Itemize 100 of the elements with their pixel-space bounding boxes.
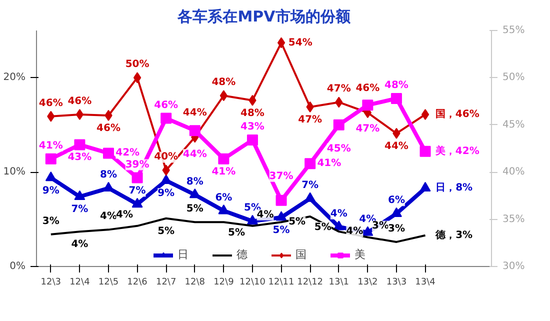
data-label: 3% (388, 223, 405, 234)
x-tick-label: 12\3 (40, 278, 62, 288)
data-label: 46% (38, 98, 63, 109)
point (218, 204, 230, 214)
point (420, 182, 431, 192)
point (45, 171, 56, 182)
data-label: 4% (100, 211, 117, 222)
data-label: 4% (330, 208, 348, 220)
data-label: 48% (212, 77, 236, 88)
x-tick-label: 12\9 (214, 278, 234, 288)
y2-tick-label: 30% (502, 261, 525, 272)
point (421, 109, 430, 120)
data-label: 5% (314, 222, 332, 233)
x-tick-label: 13\3 (386, 278, 407, 288)
data-label: 7% (128, 186, 146, 197)
data-label: 9% (158, 188, 175, 200)
data-label: 44% (182, 108, 207, 119)
x-tick-label: 13\1 (328, 278, 349, 288)
data-label: 7% (302, 180, 319, 192)
data-label: 43% (240, 122, 264, 133)
y-tick-label: 20% (3, 72, 26, 84)
data-label: 5% (158, 226, 175, 237)
x-tick-label: 12\8 (184, 278, 206, 288)
data-label: 美，42% (434, 144, 480, 157)
x-tick-label: 12\4 (70, 278, 90, 288)
data-label: 3% (372, 220, 389, 232)
x-tick-label: 12\12 (297, 278, 324, 288)
y2-tick-label: 45% (502, 119, 525, 130)
data-label: 8% (186, 176, 204, 188)
data-label: 45% (326, 143, 351, 154)
data-label: 6% (215, 192, 232, 204)
point (333, 119, 344, 130)
data-label: 9% (42, 185, 60, 196)
point (246, 214, 258, 225)
data-label: 德，3% (434, 228, 473, 241)
point (246, 134, 258, 146)
data-label: 40% (154, 152, 178, 163)
data-label: 5% (186, 204, 204, 215)
point (362, 100, 374, 111)
point (45, 153, 56, 164)
data-label: 46% (68, 96, 92, 108)
point (277, 37, 286, 48)
data-label: 41% (212, 166, 236, 178)
data-label: 4% (116, 209, 133, 220)
legend-label: 日 (178, 247, 190, 262)
x-tick-label: 12\11 (268, 278, 294, 288)
x-tick-label: 13\4 (415, 278, 436, 288)
legend-label: 国 (296, 247, 308, 262)
y2-tick-label: 55% (502, 25, 525, 36)
data-label: 4% (346, 226, 364, 238)
point (189, 188, 200, 198)
point (362, 226, 374, 236)
point (160, 112, 172, 124)
point (133, 72, 142, 84)
legend-label: 美 (354, 247, 366, 262)
data-label: 4% (256, 209, 274, 220)
legend-label: 德 (236, 247, 248, 262)
data-label: 日，8% (436, 182, 473, 194)
chart-title: 各车系在MPV市场的份额 (176, 8, 352, 26)
data-label: 国，46% (435, 109, 480, 120)
data-label: 46% (356, 83, 380, 94)
x-tick-label: 12\10 (240, 278, 266, 288)
y2-tick-label: 40% (502, 166, 525, 178)
data-label: 44% (182, 149, 207, 160)
point (420, 146, 431, 157)
x-tick-label: 13\2 (358, 278, 378, 288)
data-label: 43% (68, 152, 92, 164)
data-label: 54% (288, 37, 312, 48)
data-label: 6% (388, 195, 405, 206)
data-label: 44% (384, 140, 408, 152)
data-label: 4% (71, 239, 88, 250)
data-label: 5% (288, 216, 306, 228)
data-label: 48% (240, 108, 264, 119)
point (304, 192, 316, 202)
data-label: 7% (71, 204, 88, 216)
data-label: 47% (298, 114, 322, 126)
point (74, 139, 86, 150)
data-label: 47% (356, 124, 380, 135)
point (102, 148, 114, 159)
data-label: 46% (154, 100, 178, 111)
data-label: 48% (384, 80, 408, 91)
data-label: 47% (326, 84, 351, 95)
point (132, 198, 143, 208)
point (304, 158, 316, 170)
data-label: 8% (100, 170, 117, 181)
point (276, 211, 287, 221)
data-label: 42% (116, 148, 140, 159)
x-tick-label: 12\5 (98, 278, 119, 288)
y-tick-label: 10% (3, 166, 26, 178)
data-label: 37% (269, 170, 294, 182)
point (74, 190, 86, 200)
point (390, 92, 402, 104)
point (189, 125, 200, 136)
point (218, 153, 230, 164)
point (76, 109, 84, 120)
y2-tick-label: 35% (502, 214, 525, 225)
data-label: 39% (125, 159, 150, 170)
point (132, 172, 143, 184)
point (220, 90, 228, 102)
data-label: 3% (42, 216, 60, 227)
